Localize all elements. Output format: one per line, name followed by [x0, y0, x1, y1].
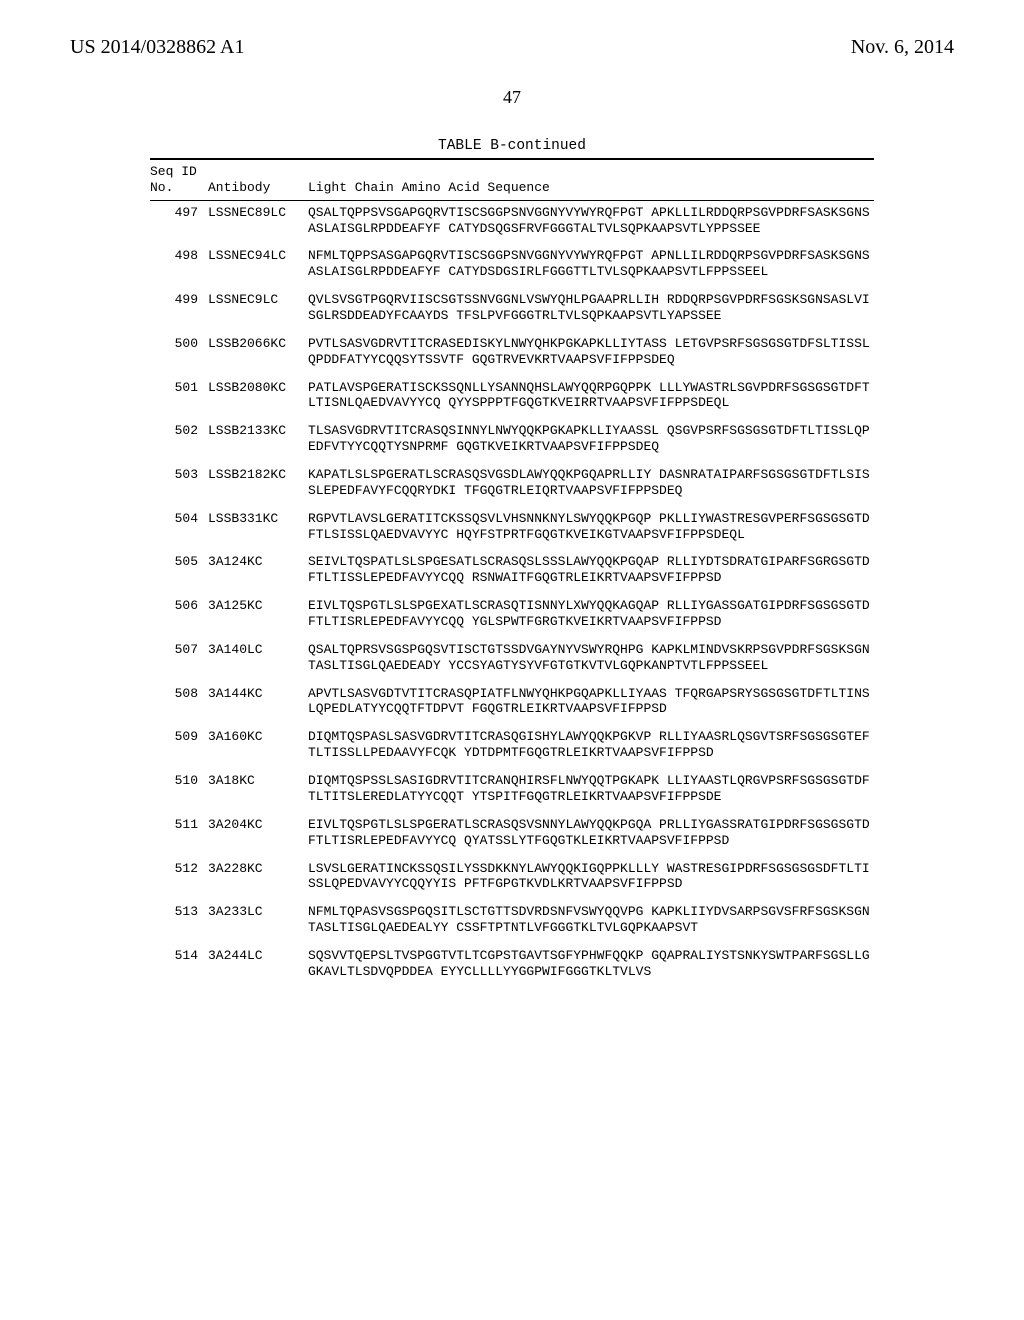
table-row: 5093A160KCDIQMTQSPASLSASVGDRVTITCRASQGIS…: [150, 729, 874, 761]
patent-number: US 2014/0328862 A1: [70, 36, 244, 59]
table-title: TABLE B-continued: [70, 138, 954, 154]
page-number: 47: [70, 87, 954, 108]
cell-antibody: 3A228KC: [208, 861, 308, 893]
cell-sequence: QSALTQPPSVSGAPGQRVTISCSGGPSNVGGNYVYWYRQF…: [308, 205, 874, 237]
cell-seq-no: 507: [150, 642, 208, 674]
patent-page: US 2014/0328862 A1 Nov. 6, 2014 47 TABLE…: [0, 0, 1024, 1320]
cell-seq-no: 497: [150, 205, 208, 237]
cell-antibody: 3A144KC: [208, 686, 308, 718]
cell-seq-no: 499: [150, 292, 208, 324]
table-row: 5053A124KCSEIVLTQSPATLSLSPGESATLSCRASQSL…: [150, 554, 874, 586]
rule-top: [150, 158, 874, 160]
cell-sequence: APVTLSASVGDTVTITCRASQPIATFLNWYQHKPGQAPKL…: [308, 686, 874, 718]
table-row: 5113A204KCEIVLTQSPGTLSLSPGERATLSCRASQSVS…: [150, 817, 874, 849]
cell-antibody: 3A233LC: [208, 904, 308, 936]
table-row: 5123A228KCLSVSLGERATINCKSSQSILYSSDKKNYLA…: [150, 861, 874, 893]
cell-sequence: PATLAVSPGERATISCKSSQNLLYSANNQHSLAWYQQRPG…: [308, 380, 874, 412]
cell-antibody: 3A124KC: [208, 554, 308, 586]
cell-seq-no: 510: [150, 773, 208, 805]
table-row: 5063A125KCEIVLTQSPGTLSLSPGEXATLSCRASQTIS…: [150, 598, 874, 630]
table-row: 497LSSNEC89LCQSALTQPPSVSGAPGQRVTISCSGGPS…: [150, 205, 874, 237]
cell-sequence: LSVSLGERATINCKSSQSILYSSDKKNYLAWYQQKIGQPP…: [308, 861, 874, 893]
cell-seq-no: 514: [150, 948, 208, 980]
table-row: 504LSSB331KCRGPVTLAVSLGERATITCKSSQSVLVHS…: [150, 511, 874, 543]
col-head-seqid-l1: Seq ID: [150, 164, 208, 180]
cell-sequence: TLSASVGDRVTITCRASQSINNYLNWYQQKPGKAPKLLIY…: [308, 423, 874, 455]
table-row: 498LSSNEC94LCNFMLTQPPSASGAPGQRVTISCSGGPS…: [150, 248, 874, 280]
cell-antibody: LSSNEC9LC: [208, 292, 308, 324]
cell-antibody: LSSB2066KC: [208, 336, 308, 368]
col-head-antibody: Antibody: [208, 180, 308, 196]
cell-sequence: RGPVTLAVSLGERATITCKSSQSVLVHSNNKNYLSWYQQK…: [308, 511, 874, 543]
cell-seq-no: 502: [150, 423, 208, 455]
cell-seq-no: 500: [150, 336, 208, 368]
rule-head: [150, 200, 874, 201]
cell-antibody: LSSB331KC: [208, 511, 308, 543]
table-row: 503LSSB2182KCKAPATLSLSPGERATLSCRASQSVGSD…: [150, 467, 874, 499]
cell-antibody: 3A244LC: [208, 948, 308, 980]
cell-antibody: LSSNEC94LC: [208, 248, 308, 280]
col-head-blank2: [308, 164, 874, 180]
cell-seq-no: 498: [150, 248, 208, 280]
cell-antibody: LSSB2080KC: [208, 380, 308, 412]
cell-sequence: SEIVLTQSPATLSLSPGESATLSCRASQSLSSSLAWYQQK…: [308, 554, 874, 586]
col-head-no: No.: [150, 180, 208, 196]
cell-sequence: EIVLTQSPGTLSLSPGEXATLSCRASQTISNNYLXWYQQK…: [308, 598, 874, 630]
cell-seq-no: 501: [150, 380, 208, 412]
patent-date: Nov. 6, 2014: [851, 36, 954, 59]
cell-sequence: DIQMTQSPSSLSASIGDRVTITCRANQHIRSFLNWYQQTP…: [308, 773, 874, 805]
cell-sequence: SQSVVTQEPSLTVSPGGTVTLTCGPSTGAVTSGFYPHWFQ…: [308, 948, 874, 980]
cell-sequence: NFMLTQPASVSGSPGQSITLSCTGTTSDVRDSNFVSWYQQ…: [308, 904, 874, 936]
table-row: 501LSSB2080KCPATLAVSPGERATISCKSSQNLLYSAN…: [150, 380, 874, 412]
cell-antibody: 3A160KC: [208, 729, 308, 761]
cell-sequence: NFMLTQPPSASGAPGQRVTISCSGGPSNVGGNYVYWYRQF…: [308, 248, 874, 280]
cell-seq-no: 512: [150, 861, 208, 893]
page-header: US 2014/0328862 A1 Nov. 6, 2014: [70, 36, 954, 59]
cell-sequence: DIQMTQSPASLSASVGDRVTITCRASQGISHYLAWYQQKP…: [308, 729, 874, 761]
table-body: 497LSSNEC89LCQSALTQPPSVSGAPGQRVTISCSGGPS…: [150, 205, 874, 980]
table-row: 5103A18KCDIQMTQSPSSLSASIGDRVTITCRANQHIRS…: [150, 773, 874, 805]
cell-seq-no: 509: [150, 729, 208, 761]
cell-antibody: 3A204KC: [208, 817, 308, 849]
cell-sequence: KAPATLSLSPGERATLSCRASQSVGSDLAWYQQKPGQAPR…: [308, 467, 874, 499]
table-row: 499LSSNEC9LCQVLSVSGTPGQRVIISCSGTSSNVGGNL…: [150, 292, 874, 324]
table-row: 500LSSB2066KCPVTLSASVGDRVTITCRASEDISKYLN…: [150, 336, 874, 368]
cell-seq-no: 505: [150, 554, 208, 586]
cell-sequence: PVTLSASVGDRVTITCRASEDISKYLNWYQHKPGKAPKLL…: [308, 336, 874, 368]
table-row: 502LSSB2133KCTLSASVGDRVTITCRASQSINNYLNWY…: [150, 423, 874, 455]
col-head-blank: [208, 164, 308, 180]
cell-sequence: EIVLTQSPGTLSLSPGERATLSCRASQSVSNNYLAWYQQK…: [308, 817, 874, 849]
cell-sequence: QVLSVSGTPGQRVIISCSGTSSNVGGNLVSWYQHLPGAAP…: [308, 292, 874, 324]
table-row: 5133A233LCNFMLTQPASVSGSPGQSITLSCTGTTSDVR…: [150, 904, 874, 936]
table-row: 5143A244LCSQSVVTQEPSLTVSPGGTVTLTCGPSTGAV…: [150, 948, 874, 980]
cell-seq-no: 504: [150, 511, 208, 543]
table-row: 5083A144KCAPVTLSASVGDTVTITCRASQPIATFLNWY…: [150, 686, 874, 718]
cell-seq-no: 506: [150, 598, 208, 630]
cell-antibody: LSSB2133KC: [208, 423, 308, 455]
cell-antibody: LSSB2182KC: [208, 467, 308, 499]
cell-seq-no: 508: [150, 686, 208, 718]
table-row: 5073A140LCQSALTQPRSVSGSPGQSVTISCTGTSSDVG…: [150, 642, 874, 674]
table-header: Seq ID No. Antibody Light Chain Amino Ac…: [150, 164, 874, 196]
cell-antibody: 3A18KC: [208, 773, 308, 805]
sequence-table: Seq ID No. Antibody Light Chain Amino Ac…: [150, 164, 874, 196]
cell-seq-no: 511: [150, 817, 208, 849]
cell-seq-no: 503: [150, 467, 208, 499]
col-head-sequence: Light Chain Amino Acid Sequence: [308, 180, 874, 196]
cell-antibody: LSSNEC89LC: [208, 205, 308, 237]
cell-antibody: 3A125KC: [208, 598, 308, 630]
cell-sequence: QSALTQPRSVSGSPGQSVTISCTGTSSDVGAYNYVSWYRQ…: [308, 642, 874, 674]
cell-antibody: 3A140LC: [208, 642, 308, 674]
cell-seq-no: 513: [150, 904, 208, 936]
